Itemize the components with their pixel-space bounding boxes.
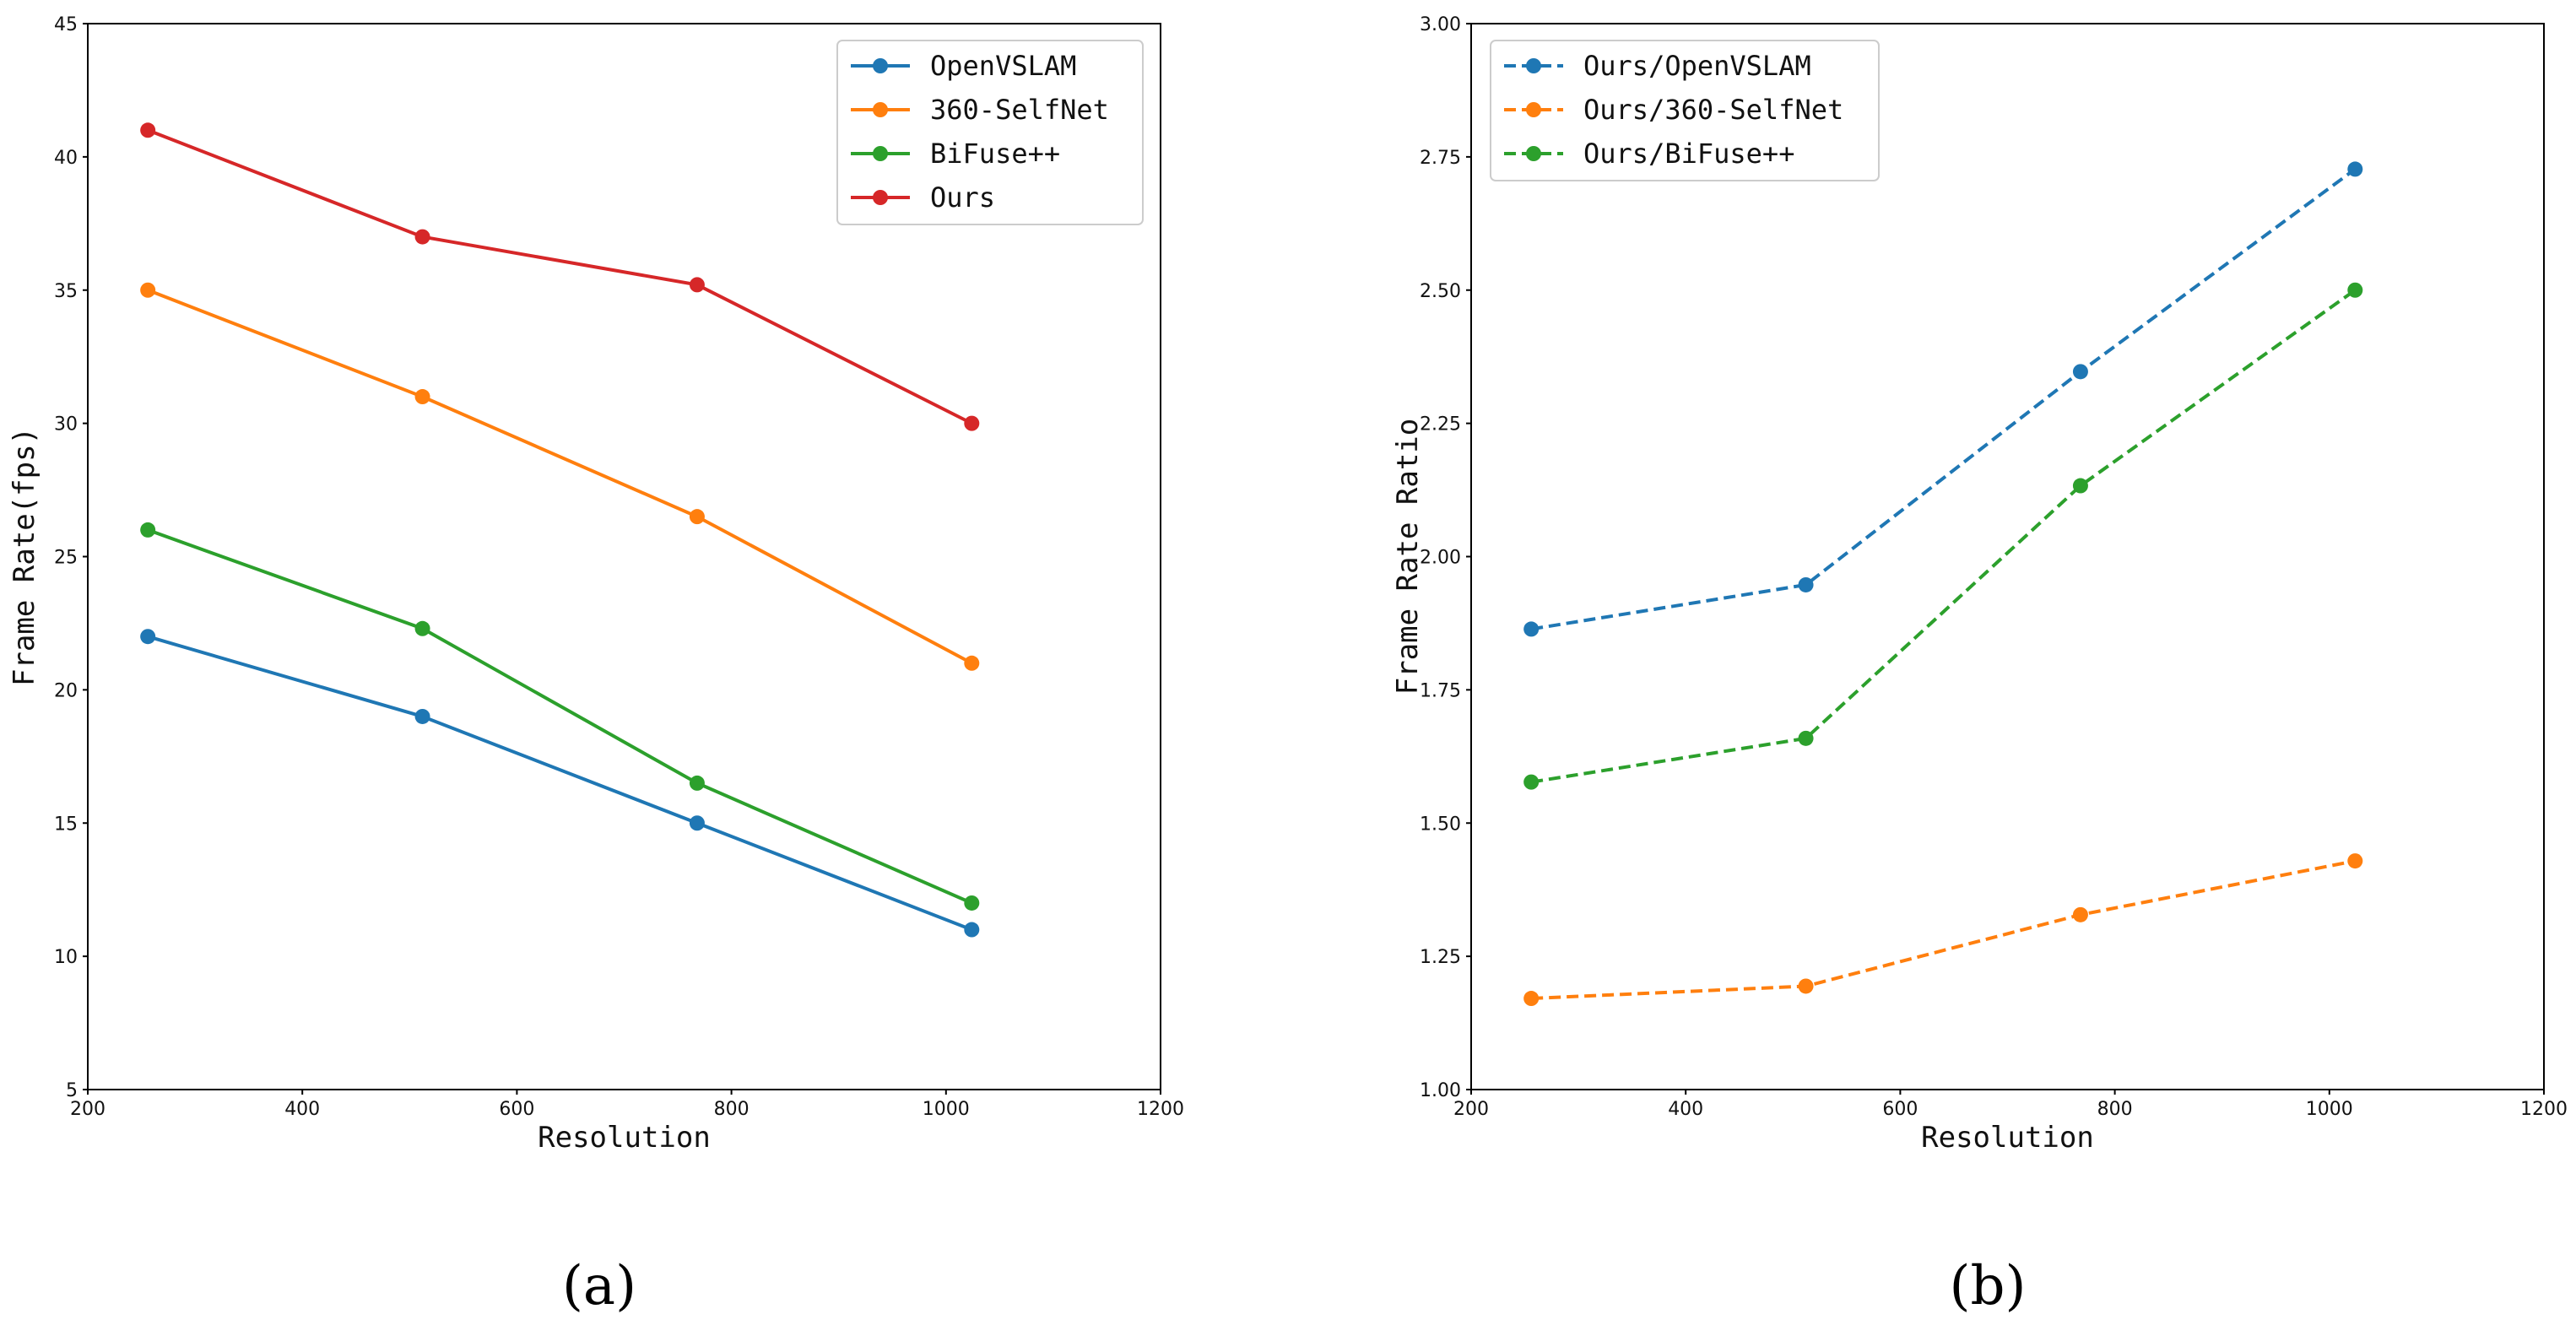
x-tick-label: 600 — [499, 1099, 534, 1120]
y-tick-label: 2.00 — [1420, 548, 1461, 569]
data-point — [1523, 621, 1540, 637]
data-point — [2347, 853, 2363, 869]
y-tick-label: 5 — [66, 1080, 78, 1101]
x-tick-label: 400 — [1668, 1099, 1703, 1120]
data-point — [140, 282, 156, 298]
data-point — [1798, 576, 1814, 592]
y-axis-label: Frame Rate Ratio — [1391, 419, 1425, 695]
figure-caption: (a) — [562, 1255, 636, 1317]
y-tick-label: 1.75 — [1420, 680, 1461, 701]
y-tick-label: 45 — [54, 14, 78, 35]
legend-label: Ours/OpenVSLAM — [1583, 50, 1811, 82]
y-axis-label: Frame Rate(fps) — [8, 427, 41, 686]
data-point — [414, 708, 430, 724]
series-line-openvslam — [147, 635, 973, 932]
data-point — [2072, 478, 2088, 494]
y-tick-label: 1.50 — [1420, 814, 1461, 835]
data-point — [414, 229, 430, 245]
series-line-ours-openvslam — [1530, 167, 2357, 631]
series-line-ours — [147, 128, 973, 425]
legend-label: Ours/BiFuse++ — [1583, 138, 1794, 170]
y-tick-label: 15 — [54, 814, 78, 835]
legend-box — [1490, 40, 1880, 181]
x-tick-label: 800 — [2097, 1099, 2133, 1120]
x-tick-label: 800 — [714, 1099, 750, 1120]
data-point — [2072, 364, 2088, 380]
data-point — [964, 415, 980, 431]
y-tick-label: 10 — [54, 947, 78, 968]
data-point — [140, 122, 156, 138]
x-tick-label: 200 — [1453, 1099, 1489, 1120]
data-point — [140, 522, 156, 538]
x-tick-label: 200 — [70, 1099, 106, 1120]
legend-label: BiFuse++ — [930, 138, 1060, 170]
legend-marker — [1526, 146, 1541, 161]
data-point — [140, 629, 156, 645]
data-point — [964, 895, 980, 911]
legend-box — [836, 40, 1144, 225]
y-tick-label: 20 — [54, 680, 78, 701]
y-tick-label: 40 — [54, 148, 78, 169]
legend-marker — [873, 146, 888, 161]
y-tick-label: 25 — [54, 548, 78, 569]
data-point — [414, 620, 430, 636]
data-point — [1798, 730, 1814, 746]
series-line-360-selfnet — [147, 288, 973, 665]
series-line-ours-360-selfnet — [1531, 859, 2356, 1001]
data-point — [1798, 978, 1814, 994]
x-tick-label: 1200 — [2520, 1099, 2568, 1120]
chart-b: 200 400 600 800 1000 1200 1.00 1.25 1.50 1.75 2.00… — [1391, 14, 2568, 1317]
y-tick-label: 3.00 — [1420, 14, 1461, 35]
series-line-ours-bifuse- — [1530, 289, 2357, 784]
y-tick-label: 2.50 — [1420, 281, 1461, 302]
data-point — [2347, 282, 2363, 298]
legend-label: Ours — [930, 181, 995, 214]
plot-frame — [1470, 23, 2545, 1090]
data-point — [689, 509, 705, 525]
x-axis-label: Resolution — [538, 1121, 711, 1155]
data-point — [1523, 991, 1540, 1007]
legend-label: Ours/360-SelfNet — [1583, 94, 1843, 126]
chart-a: 200 400 600 800 1000 1200 5 10 15 20 25 30 35 40 45 Res… — [8, 14, 1184, 1317]
data-point — [2347, 161, 2363, 177]
y-tick-label: 1.25 — [1420, 947, 1461, 968]
x-tick-label: 1000 — [2306, 1099, 2353, 1120]
y-tick-label: 2.75 — [1420, 148, 1461, 169]
legend-marker — [873, 58, 888, 73]
y-tick-label: 1.00 — [1420, 1080, 1461, 1101]
x-tick-label: 1000 — [923, 1099, 970, 1120]
x-axis-label: Resolution — [1921, 1121, 2094, 1155]
figure-caption: (b) — [1950, 1255, 2027, 1317]
data-point — [964, 922, 980, 938]
x-tick-label: 600 — [1882, 1099, 1918, 1120]
legend-marker — [873, 190, 888, 205]
x-tick-label: 400 — [284, 1099, 320, 1120]
y-tick-label: 2.25 — [1420, 414, 1461, 435]
data-point — [1523, 774, 1540, 790]
x-tick-label: 1200 — [1137, 1099, 1184, 1120]
data-point — [689, 277, 705, 293]
y-tick-label: 35 — [54, 281, 78, 302]
legend-marker — [1526, 102, 1541, 117]
data-point — [689, 815, 705, 831]
y-tick-label: 30 — [54, 414, 78, 435]
data-point — [2072, 906, 2088, 922]
series-line-bifuse- — [147, 528, 973, 905]
data-point — [964, 655, 980, 671]
legend-label: 360-SelfNet — [930, 94, 1109, 126]
data-point — [414, 389, 430, 405]
legend-label: OpenVSLAM — [930, 50, 1076, 82]
data-point — [689, 775, 705, 791]
legend-marker — [873, 102, 888, 117]
legend-marker — [1526, 58, 1541, 73]
